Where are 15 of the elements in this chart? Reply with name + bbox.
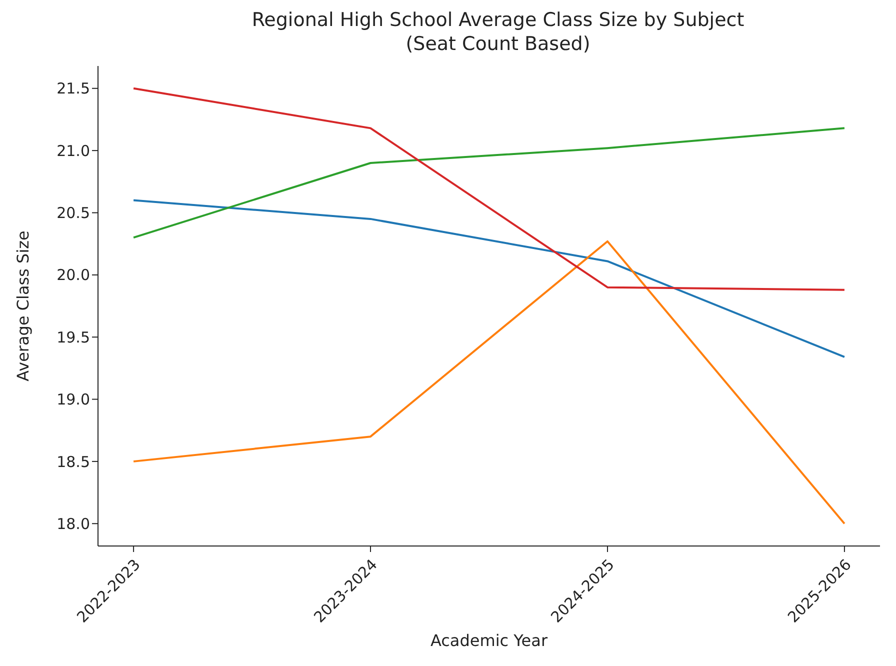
x-axis-title: Academic Year <box>430 631 548 650</box>
y-tick-label: 20.0 <box>56 266 90 284</box>
y-tick-label: 19.0 <box>56 390 90 409</box>
line-series <box>132 87 846 291</box>
y-axis-title: Average Class Size <box>14 230 33 382</box>
y-tick-label: 18.0 <box>56 514 90 533</box>
y-tick-label: 21.0 <box>56 142 90 160</box>
chart-title: Regional High School Average Class Size by Subject (Seat Count Based) <box>250 8 746 56</box>
y-tick-label: 20.5 <box>56 204 90 222</box>
y-tick-label: 18.5 <box>56 452 90 471</box>
line-series <box>132 127 846 239</box>
y-tick-label: 21.5 <box>56 80 90 98</box>
line-series <box>132 199 846 358</box>
y-tick-label: 19.5 <box>56 328 90 346</box>
line-series <box>132 240 846 525</box>
